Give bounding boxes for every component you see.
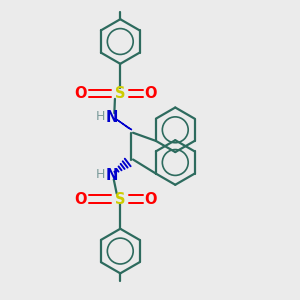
Text: N: N: [105, 110, 118, 125]
Text: O: O: [74, 191, 87, 206]
Text: S: S: [115, 86, 125, 101]
Text: H: H: [95, 110, 105, 123]
Text: O: O: [145, 86, 157, 101]
Text: O: O: [74, 86, 87, 101]
Text: N: N: [105, 168, 118, 183]
Text: S: S: [115, 191, 125, 206]
Text: H: H: [95, 168, 105, 181]
Text: O: O: [145, 191, 157, 206]
Polygon shape: [116, 119, 132, 130]
